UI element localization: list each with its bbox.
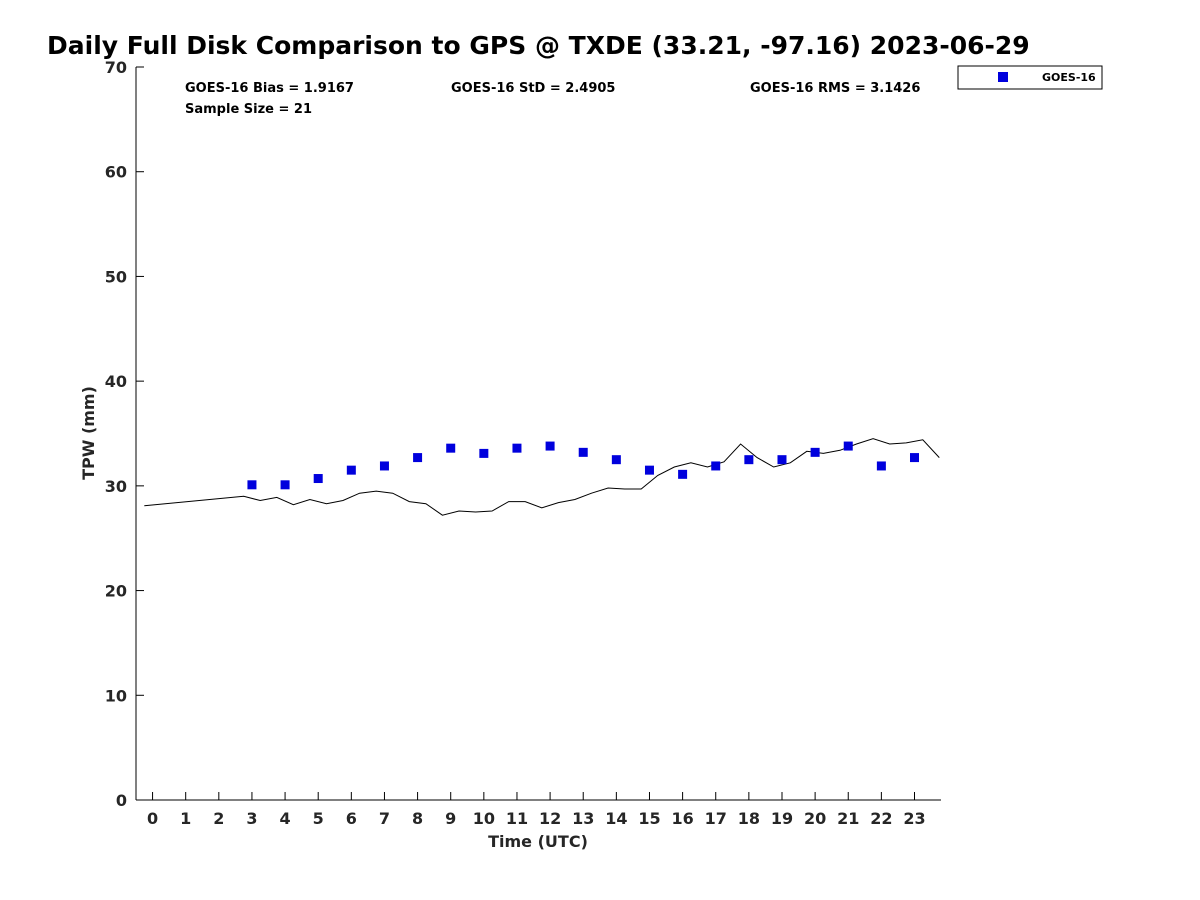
- y-tick-label: 0: [116, 791, 127, 810]
- goes16-point: [810, 447, 820, 457]
- goes16-point: [843, 441, 853, 451]
- x-tick-label: 5: [313, 809, 324, 828]
- x-ticks: 0 1 2 3 4 5 6 7 8 9 10 11 12 13 14 15 16 17 18 19 20 21 22 23: [147, 792, 926, 828]
- goes16-point: [744, 455, 754, 465]
- y-axis-label: TPW (mm): [79, 386, 98, 480]
- x-tick-label: 16: [671, 809, 693, 828]
- x-tick-label: 6: [346, 809, 357, 828]
- x-tick-label: 15: [638, 809, 660, 828]
- goes16-point: [413, 453, 423, 463]
- series-layer: [144, 438, 940, 516]
- y-tick-label: 60: [105, 163, 127, 182]
- x-tick-label: 14: [605, 809, 627, 828]
- sample-size-stat: Sample Size = 21: [185, 102, 312, 117]
- x-tick-label: 7: [379, 809, 390, 828]
- y-ticks: 0 10 20 30 40 50 60 70: [105, 58, 144, 810]
- x-tick-label: 2: [213, 809, 224, 828]
- chart-title: Daily Full Disk Comparison to GPS @ TXDE…: [47, 31, 1030, 60]
- goes16-point: [711, 461, 721, 471]
- x-tick-label: 3: [246, 809, 257, 828]
- std-stat: GOES-16 StD = 2.4905: [451, 81, 615, 96]
- y-tick-label: 70: [105, 58, 127, 77]
- plot-frame: [135, 67, 941, 801]
- x-tick-label: 11: [506, 809, 528, 828]
- rms-stat: GOES-16 RMS = 3.1426: [750, 81, 920, 96]
- x-tick-label: 22: [870, 809, 892, 828]
- goes16-point: [644, 465, 654, 475]
- goes16-point: [280, 480, 290, 490]
- legend-label: GOES-16: [1042, 71, 1096, 84]
- y-tick-label: 50: [105, 267, 127, 286]
- x-tick-label: 4: [280, 809, 291, 828]
- goes16-point: [578, 447, 588, 457]
- y-tick-label: 20: [105, 582, 127, 601]
- bias-stat: GOES-16 Bias = 1.9167: [185, 81, 354, 96]
- goes16-point: [512, 443, 522, 453]
- x-tick-label: 9: [445, 809, 456, 828]
- goes16-point: [909, 453, 919, 463]
- goes16-point: [446, 443, 456, 453]
- x-tick-label: 18: [738, 809, 760, 828]
- x-tick-label: 10: [473, 809, 495, 828]
- goes16-point: [346, 465, 356, 475]
- goes16-point: [545, 441, 555, 451]
- goes16-point: [876, 461, 886, 471]
- y-tick-label: 40: [105, 372, 127, 391]
- legend-box: [957, 65, 1103, 90]
- x-tick-label: 8: [412, 809, 423, 828]
- goes16-point: [479, 448, 489, 458]
- x-tick-label: 20: [804, 809, 826, 828]
- x-tick-label: 13: [572, 809, 594, 828]
- goes16-point: [777, 455, 787, 465]
- goes16-point: [247, 480, 257, 490]
- gps-tpw-line: [144, 438, 940, 516]
- x-tick-label: 0: [147, 809, 158, 828]
- y-tick-label: 30: [105, 477, 127, 496]
- goes16-point: [379, 461, 389, 471]
- x-tick-label: 12: [539, 809, 561, 828]
- legend-marker: [998, 72, 1008, 82]
- goes16-point: [611, 455, 621, 465]
- y-tick-label: 10: [105, 686, 127, 705]
- goes16-point: [678, 469, 688, 479]
- x-tick-label: 23: [903, 809, 925, 828]
- legend: GOES-16: [957, 65, 1103, 90]
- x-axis-label: Time (UTC): [488, 832, 588, 851]
- x-tick-label: 19: [771, 809, 793, 828]
- goes16-point: [313, 474, 323, 484]
- x-tick-label: 21: [837, 809, 859, 828]
- x-tick-label: 1: [180, 809, 191, 828]
- x-tick-label: 17: [705, 809, 727, 828]
